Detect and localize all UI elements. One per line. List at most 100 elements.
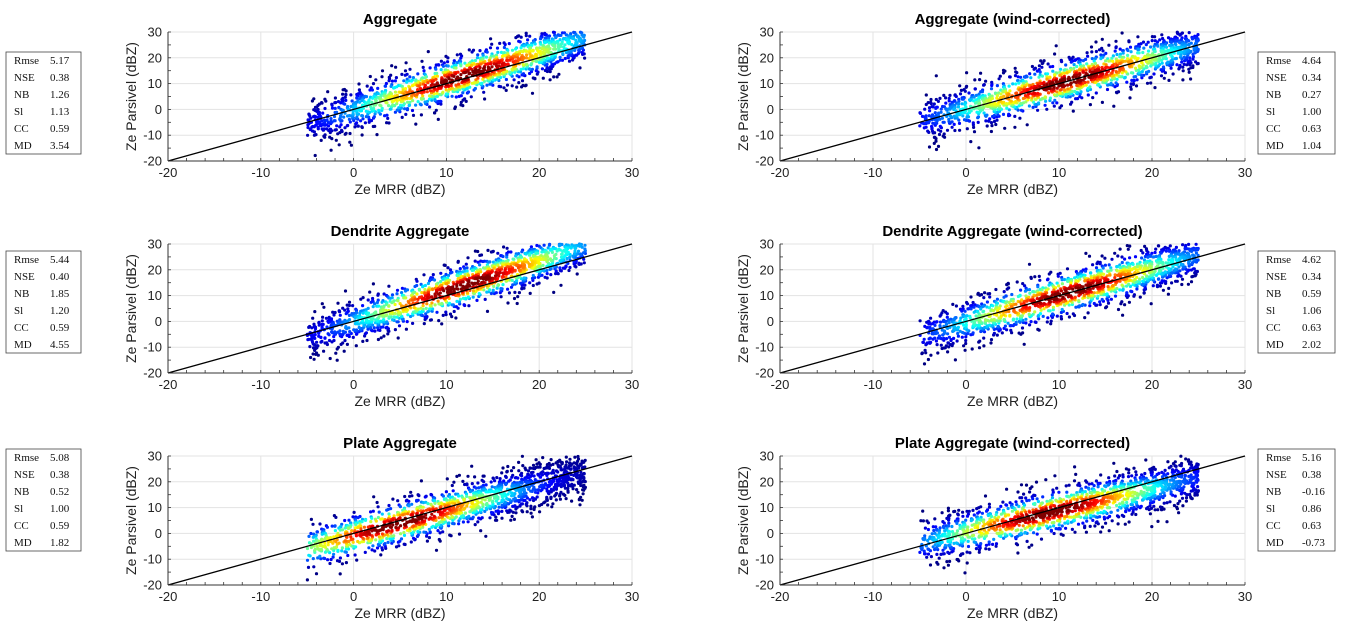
data-point [465,269,469,273]
data-point [1166,292,1170,296]
data-point [500,54,505,59]
x-tick-label: -10 [251,165,270,180]
data-point [1109,81,1113,86]
data-point [404,96,408,100]
data-point [528,291,532,295]
data-point [380,106,384,110]
data-point [453,72,458,76]
data-point [1105,87,1110,92]
data-point [470,50,474,54]
data-point [1079,90,1083,94]
data-point [380,75,384,79]
x-tick-label: 0 [350,165,357,180]
data-point [347,114,351,118]
data-point [446,56,450,60]
data-point [999,92,1003,96]
data-point [343,308,347,312]
data-point [455,61,459,65]
data-point [985,113,989,117]
data-point [1086,93,1090,97]
data-point [456,70,460,74]
data-point [563,56,567,61]
data-point [1125,80,1129,84]
data-point [1009,328,1013,332]
data-point [1059,315,1063,319]
data-point [574,41,578,45]
data-point [461,91,465,95]
stat-label: Sl [1266,106,1275,118]
data-point [373,302,377,306]
data-point [1132,75,1136,79]
data-point [1166,60,1170,64]
data-point [1008,324,1012,328]
data-point [416,100,420,104]
data-point [1156,44,1160,48]
data-point [964,338,968,343]
data-point [566,41,570,45]
data-point [433,95,437,99]
data-point [570,43,574,47]
data-point [1104,59,1108,63]
data-point [368,74,372,79]
y-tick-label: 0 [155,102,162,117]
data-point [421,304,425,308]
data-point [391,318,395,322]
data-point [505,255,509,259]
data-point [1187,30,1191,35]
data-point [455,299,459,303]
data-point [411,113,416,117]
data-point [927,145,932,149]
data-point [1114,70,1118,74]
data-point [1093,61,1097,65]
data-point [1135,78,1139,82]
data-point [488,46,493,50]
x-tick-label: 20 [1145,165,1159,180]
data-point [454,316,458,320]
data-point [411,76,415,80]
data-point [559,33,563,38]
data-point [428,105,432,109]
y-tick-label: -20 [143,154,162,169]
data-point [364,331,368,335]
data-point [545,66,550,70]
data-point [918,124,922,128]
data-point [461,87,465,91]
data-point [552,75,556,79]
data-point [942,336,946,340]
data-point [928,336,932,340]
data-point [1180,277,1185,281]
data-point [953,358,958,362]
data-point [484,55,488,59]
data-point [1048,96,1052,100]
data-point [937,132,942,137]
data-point [958,128,962,132]
data-point [321,111,325,115]
data-point [1087,254,1092,258]
data-point [1047,272,1051,276]
data-point [490,42,494,46]
data-point [1144,59,1148,64]
x-tick-label: 10 [439,377,453,392]
data-point [1035,69,1039,73]
data-point [322,349,326,353]
y-tick-label: -10 [143,340,162,355]
data-point [1072,66,1076,70]
data-point [361,117,365,121]
data-point [365,84,369,88]
data-point [1019,108,1024,112]
data-point [954,304,959,308]
data-point [958,92,963,96]
data-point [574,38,578,42]
data-point [992,331,997,335]
data-point [376,337,380,342]
x-tick-label: -10 [251,377,270,392]
data-point [444,88,448,92]
data-point [982,83,986,87]
data-point [973,87,977,91]
data-point [934,106,938,110]
panel-title: Aggregate [363,11,437,28]
data-point [515,279,519,283]
data-point [1055,314,1059,318]
data-point [341,329,345,333]
